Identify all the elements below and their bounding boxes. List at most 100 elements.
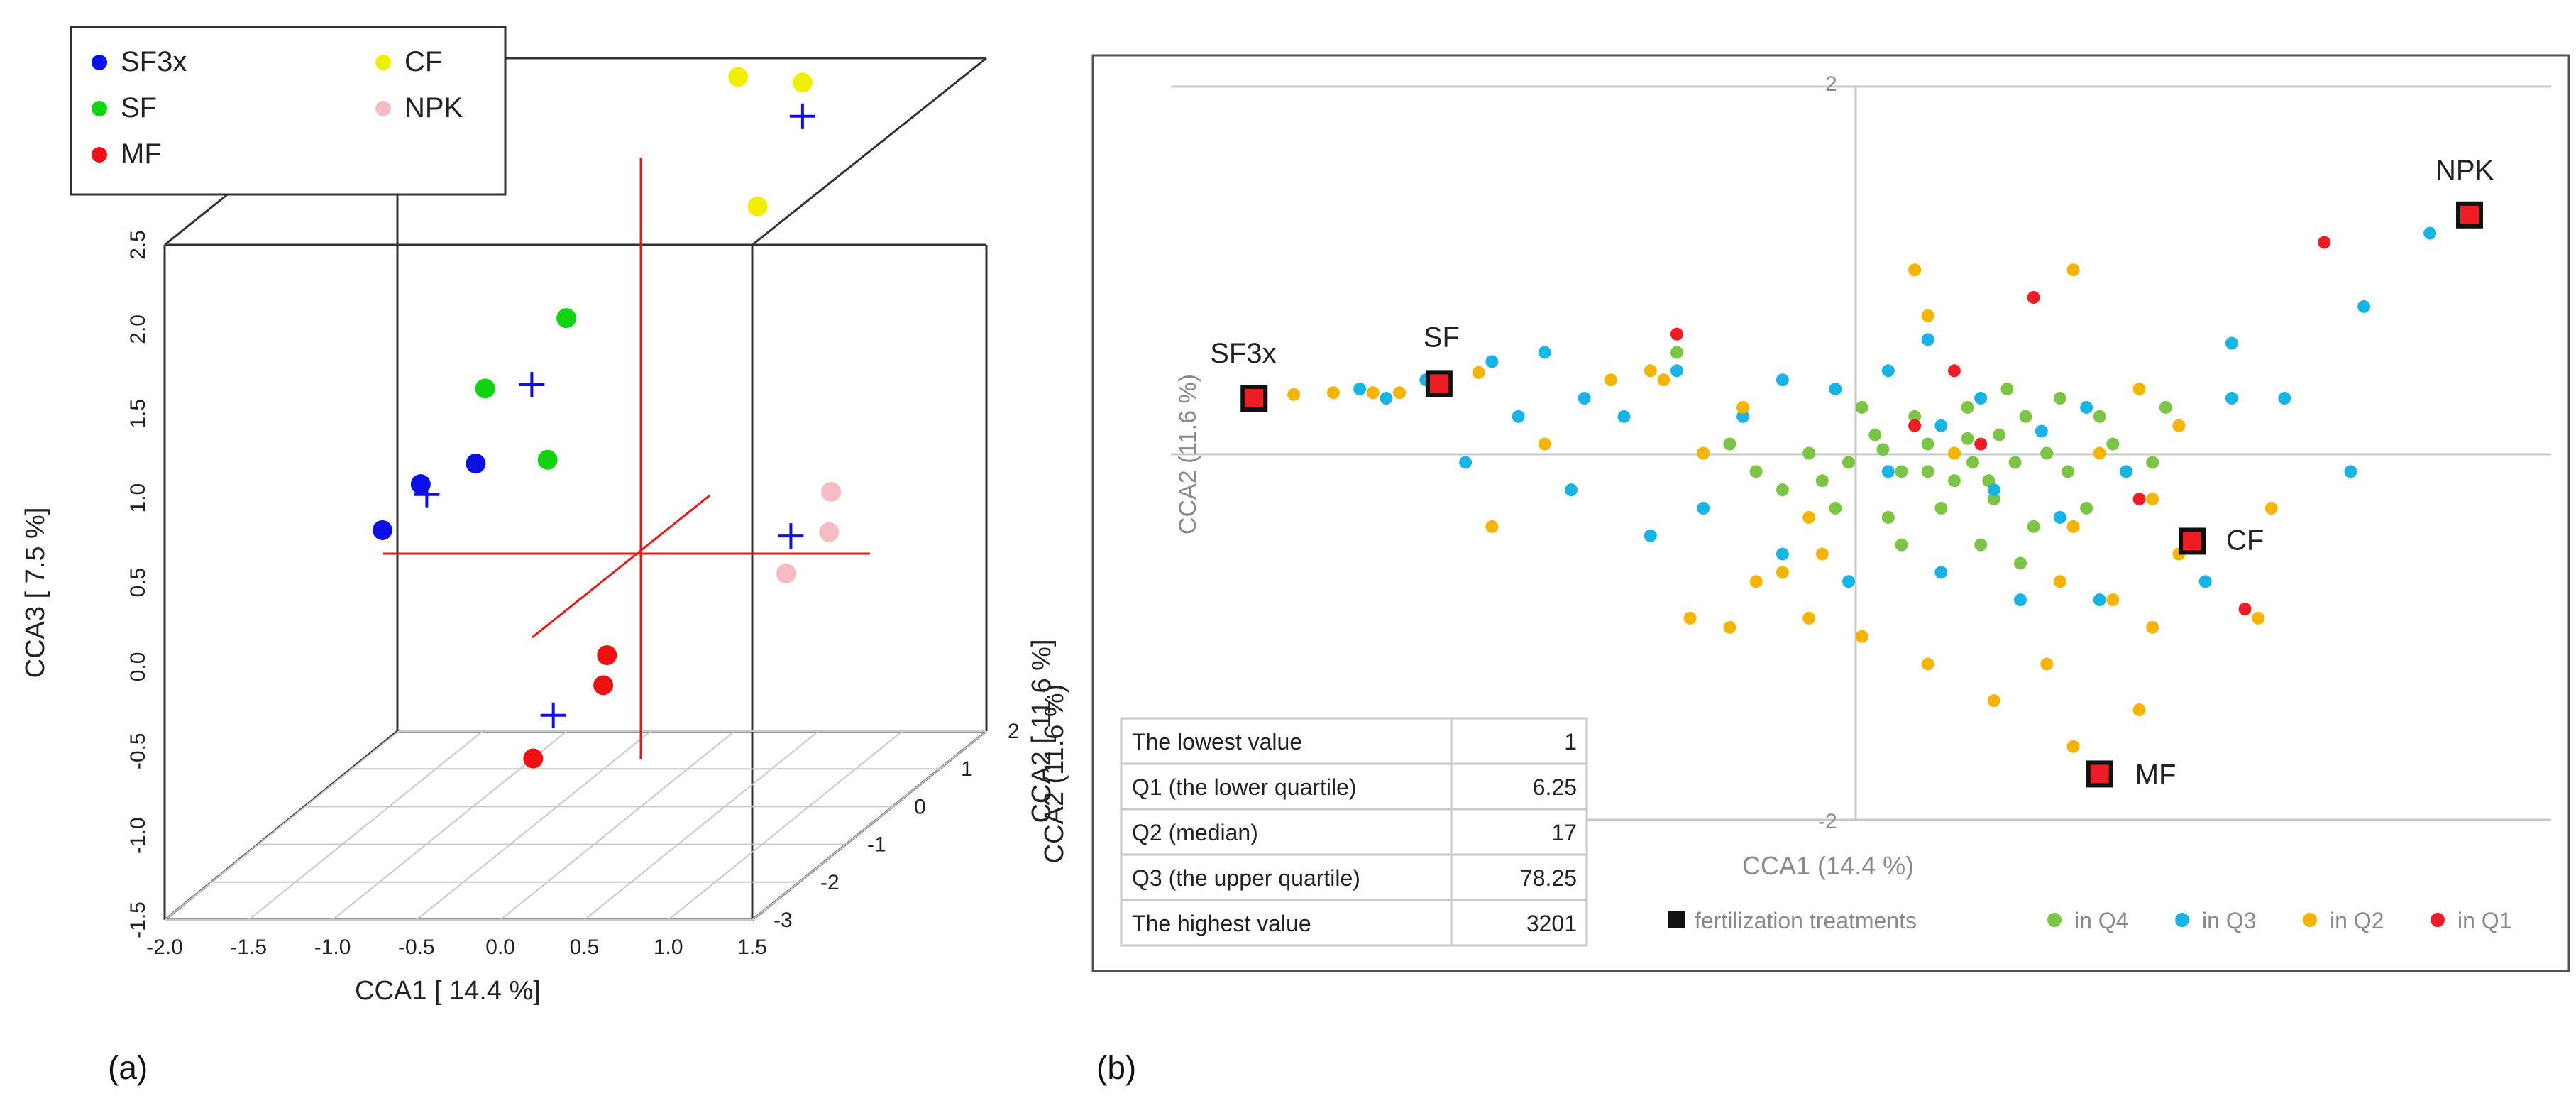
panel-b-plot: 2 -2 CCA1 (14.4 %) CCA2 (11.6 %) CCA2 (1…: [1040, 54, 2570, 1086]
panel-b-point-in-q2: [1604, 373, 1617, 387]
panel-a-y-tick: 2.0: [126, 314, 150, 344]
panel-b-point-in-q4: [1993, 428, 2006, 441]
panel-b-point-in-q4: [1987, 493, 2000, 506]
panel-a-y-axis-label: CCA3 [ 7.5 %]: [21, 508, 50, 679]
panel-a-x-tick: -2.0: [146, 936, 183, 959]
panel-b-point-in-q3: [1934, 566, 1948, 579]
panel-b-point-in-q3: [2014, 593, 2027, 607]
panel-b-point-in-q4: [1947, 474, 1961, 488]
panel-b-point-in-q2: [2132, 383, 2146, 396]
panel-b-table-row-label: Q1 (the lower quartile): [1132, 774, 1357, 800]
panel-b-table-row-label: Q2 (median): [1132, 820, 1258, 845]
panel-a-legend-marker-cf: [375, 55, 391, 70]
panel-b-ytick-bottom: -2: [1818, 810, 1837, 833]
panel-b-point-in-q3: [1987, 483, 2000, 497]
panel-b-point-in-q2: [1855, 630, 1868, 643]
panel-b-point-in-q2: [1723, 620, 1736, 634]
panel-b-point-in-q4: [1961, 400, 1974, 414]
panel-b-treatment-marker-npk: [2456, 201, 2483, 229]
panel-b-point-in-q3: [2423, 226, 2437, 240]
panel-b-point-in-q4: [2093, 410, 2106, 423]
panel-a-point-mf: [523, 748, 544, 769]
panel-b-table-row-label: The lowest value: [1132, 729, 1302, 755]
panel-b-treatment-label: NPK: [2435, 155, 2494, 186]
panel-b-point-in-q2: [2066, 520, 2080, 533]
panel-b-point-in-q3: [2035, 424, 2048, 438]
panel-b-point-in-q1: [2318, 236, 2331, 249]
panel-b-point-in-q3: [1881, 465, 1895, 478]
panel-b-table-row-label: Q3 (the upper quartile): [1132, 865, 1360, 891]
panel-b-point-in-q4: [1921, 437, 1934, 451]
panel-b-point-in-q3: [1934, 419, 1948, 432]
panel-b-quartile-table: The lowest value 1 Q1 (the lower quartile)…: [1120, 717, 1588, 947]
panel-b-table-row-value: 78.25: [1520, 865, 1577, 891]
panel-b-point-in-q2: [2040, 657, 2054, 671]
panel-b-point-in-q4: [1908, 410, 1922, 423]
panel-b-point-in-q1: [1908, 419, 1922, 432]
panel-b-y-axis-label-outer: CCA2 (11.6 %): [1040, 684, 1069, 864]
panel-b-point-in-q4: [1961, 432, 1974, 445]
panel-b-point-in-q4: [1815, 474, 1829, 488]
panel-b-treatment-marker-cf: [2179, 527, 2206, 555]
panel-b-point-in-q4: [1855, 400, 1868, 414]
panel-b-point-in-q3: [1776, 373, 1789, 387]
panel-a-point-sf: [556, 308, 577, 329]
panel-b-treatment-label: SF3x: [1210, 338, 1276, 369]
panel-b-treatment-label: SF: [1424, 322, 1460, 353]
panel-b-point-in-q3: [1829, 383, 1842, 396]
panel-b-table-row-value: 17: [1551, 820, 1577, 845]
panel-b-point-in-q3: [1974, 392, 1988, 405]
panel-b-point-in-q2: [1776, 566, 1789, 579]
panel-a-point-sf3x: [466, 454, 486, 474]
panel-b-point-in-q1: [1670, 327, 1683, 341]
panel-b-point-in-q1: [2027, 290, 2040, 304]
panel-b-point-in-q2: [1683, 611, 1697, 625]
panel-b-point-in-q2: [1921, 309, 1934, 322]
panel-b-point-in-q3: [1578, 392, 1591, 405]
panel-b-point-in-q2: [2252, 611, 2265, 625]
panel-b-point-in-q2: [1815, 547, 1829, 561]
panel-b-point-in-q2: [2172, 419, 2186, 432]
panel-b-point-in-q3: [2119, 465, 2132, 478]
panel-a-x-tick-labels: -2.0 -1.5 -1.0 -0.5 0.0 0.5 1.0 1.5: [146, 936, 767, 959]
panel-b-point-in-q2: [1697, 446, 1710, 460]
panel-a-x-tick: -0.5: [398, 936, 435, 959]
panel-b-point-in-q3: [2225, 336, 2238, 350]
panel-b-point-in-q2: [1947, 446, 1961, 460]
panel-b-legend-marker-treatment: [1668, 911, 1685, 928]
panel-a-y-tick: 0.5: [126, 568, 150, 598]
panel-b-point-in-q2: [1921, 657, 1934, 671]
panel-b-point-in-q4: [1829, 501, 1842, 515]
panel-a-x-tick: -1.5: [230, 936, 267, 959]
panel-a-point-npk: [776, 563, 796, 583]
panel-b-point-in-q2: [2053, 575, 2066, 588]
panel-b-point-in-q3: [1538, 346, 1551, 359]
panel-b-point-in-q2: [1657, 373, 1670, 387]
panel-a-centroid-cross: [778, 523, 804, 549]
panel-b-point-in-q2: [1538, 437, 1551, 451]
panel-b-point-in-q2: [2146, 493, 2159, 506]
panel-a-x-tick: 1.0: [654, 936, 683, 959]
panel-a-point-cf: [747, 196, 768, 216]
panel-a-centroid-cross: [519, 372, 545, 398]
panel-a-centroid-cross: [789, 103, 815, 129]
panel-a-point-mf: [597, 645, 617, 666]
panel-a-point-npk: [819, 522, 840, 542]
panel-a-y-tick: 1.5: [126, 399, 150, 429]
panel-b-point-in-q2: [1644, 364, 1657, 378]
panel-b-table-row-value: 3201: [1526, 911, 1577, 936]
panel-b-point-in-q2: [1366, 386, 1380, 400]
panel-b-legend-marker-in-q4: [2047, 913, 2062, 927]
panel-b-legend-marker-in-q1: [2431, 913, 2445, 927]
panel-b-point-in-q3: [2198, 575, 2212, 588]
panel-b-point-in-q3: [1485, 355, 1499, 368]
panel-b-point-in-q4: [1876, 443, 1890, 456]
panel-b-table-row-label: The highest value: [1132, 911, 1311, 936]
panel-b-point-in-q3: [1842, 575, 1855, 588]
panel-b-point-in-q3: [1512, 410, 1525, 423]
panel-b-point-in-q2: [1485, 520, 1499, 533]
panel-b-point-in-q2: [1287, 388, 1301, 401]
panel-a-point-cf: [792, 72, 813, 93]
panel-b-point-in-q2: [2066, 740, 2080, 753]
